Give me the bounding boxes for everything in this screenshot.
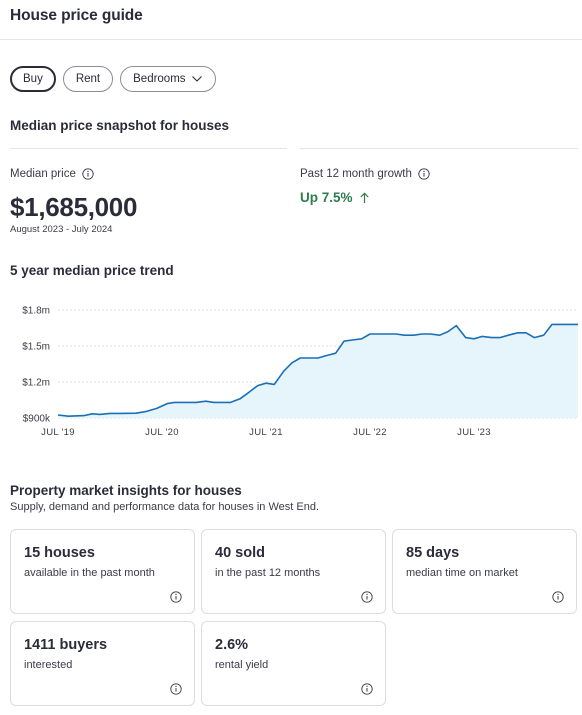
median-price-date-range: August 2023 - July 2024 — [10, 224, 113, 235]
growth-value: Up 7.5% — [300, 190, 353, 205]
insight-value: 15 houses — [24, 545, 95, 561]
chevron-down-icon — [191, 76, 202, 82]
filter-bedrooms-button[interactable]: Bedrooms — [120, 66, 216, 92]
x-tick-label: JUL '19 — [41, 427, 75, 438]
snapshot-divider-right — [300, 148, 578, 149]
page-title: House price guide — [10, 7, 143, 24]
info-icon[interactable] — [361, 591, 373, 603]
insight-desc: rental yield — [215, 659, 269, 671]
info-icon[interactable] — [170, 683, 182, 695]
insight-card-days-on-market: 85 days median time on market — [392, 529, 577, 614]
x-tick-label: JUL '22 — [353, 427, 387, 438]
price-trend-chart: $1.8m $1.5m $1.2m $900k JUL '19 JUL '20 JUL '2… — [22, 306, 578, 438]
snapshot-title: Median price snapshot for houses — [10, 118, 230, 133]
filter-rent-label: Rent — [75, 73, 101, 85]
growth-value-row: Up 7.5% — [300, 190, 370, 205]
filter-buy-label: Buy — [23, 73, 43, 85]
insight-desc: interested — [24, 659, 73, 671]
y-tick-label: $1.8m — [22, 306, 50, 317]
trend-line — [57, 323, 578, 417]
trend-title: 5 year median price trend — [10, 263, 174, 278]
filter-bar: Buy Rent Bedrooms — [10, 66, 216, 92]
x-tick-label: JUL '20 — [145, 427, 179, 438]
median-price-info-icon[interactable] — [82, 168, 94, 180]
insight-value: 85 days — [406, 545, 460, 561]
insight-card-buyers: 1411 buyers interested — [10, 621, 195, 706]
page-header: House price guide — [0, 0, 582, 40]
median-price-label: Median price — [10, 168, 76, 180]
y-tick-label: $1.2m — [22, 378, 50, 389]
insight-card-sold: 40 sold in the past 12 months — [201, 529, 386, 614]
filter-bedrooms-label: Bedrooms — [133, 73, 186, 85]
insight-card-rental-yield: 2.6% rental yield — [201, 621, 386, 706]
info-icon[interactable] — [552, 591, 564, 603]
snapshot-divider-left — [10, 148, 287, 149]
insight-value: 40 sold — [215, 545, 265, 561]
insights-title: Property market insights for houses — [10, 483, 242, 498]
trend-area — [58, 324, 578, 418]
growth-info-icon[interactable] — [418, 168, 430, 180]
info-icon[interactable] — [361, 683, 373, 695]
median-price-value: $1,685,000 — [10, 192, 138, 222]
median-price-label-row: Median price — [10, 168, 94, 180]
x-tick-label: JUL '21 — [249, 427, 283, 438]
filter-buy-button[interactable]: Buy — [10, 66, 56, 92]
insight-value: 2.6% — [215, 637, 249, 653]
insight-value: 1411 buyers — [24, 637, 108, 653]
y-tick-label: $900k — [23, 414, 51, 425]
insight-desc: available in the past month — [24, 567, 155, 579]
insight-desc: in the past 12 months — [215, 567, 321, 579]
insights-subtitle: Supply, demand and performance data for … — [10, 501, 319, 513]
growth-label: Past 12 month growth — [300, 168, 412, 180]
insight-card-available: 15 houses available in the past month — [10, 529, 195, 614]
insight-desc: median time on market — [406, 567, 518, 579]
y-tick-label: $1.5m — [22, 342, 50, 353]
filter-rent-button[interactable]: Rent — [62, 66, 114, 92]
arrow-up-icon — [359, 191, 369, 203]
info-icon[interactable] — [170, 591, 182, 603]
growth-label-row: Past 12 month growth — [300, 168, 430, 180]
x-tick-label: JUL '23 — [457, 427, 491, 438]
